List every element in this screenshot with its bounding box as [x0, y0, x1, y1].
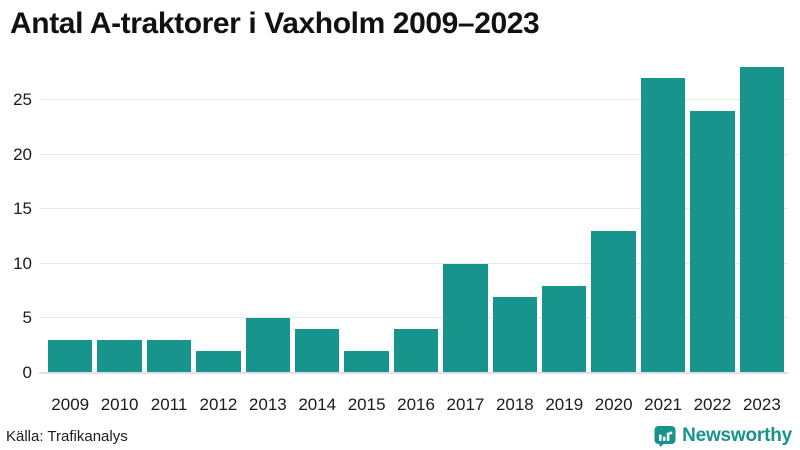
x-tick-2010: 2010 [100, 395, 139, 414]
bar-2010 [97, 340, 142, 373]
bar-2019 [542, 285, 587, 373]
gridlines [41, 65, 788, 373]
gridline-5 [41, 317, 788, 319]
x-axis-line [39, 372, 788, 374]
bar-2021 [640, 78, 686, 373]
bar-2023 [739, 67, 785, 373]
bar-2012 [196, 351, 241, 373]
x-tick-2023: 2023 [742, 395, 781, 414]
bars-row [44, 65, 788, 373]
bar-2009 [48, 340, 93, 373]
y-tick-5: 5 [22, 308, 32, 328]
bar-2018 [492, 296, 538, 373]
chart-title: Antal A-traktorer i Vaxholm 2009–2023 [10, 7, 540, 40]
newsworthy-logo-icon [654, 426, 676, 447]
x-tick-2011: 2011 [150, 395, 188, 414]
x-tick-2015: 2015 [347, 395, 386, 414]
x-tick-2020: 2020 [594, 395, 633, 414]
chart-footer: Källa: Trafikanalys Newsworthy [6, 425, 792, 447]
gridline-20 [41, 153, 788, 155]
source-note: Källa: Trafikanalys [6, 427, 128, 445]
bar-2013 [245, 318, 291, 373]
x-tick-2017: 2017 [446, 395, 485, 414]
y-tick-25: 25 [13, 89, 32, 109]
gridline-25 [41, 98, 788, 100]
x-tick-2013: 2013 [248, 395, 287, 414]
bar-2020 [591, 231, 636, 373]
newsworthy-brand: Newsworthy [654, 425, 792, 447]
gridline-10 [41, 262, 788, 264]
x-tick-2009: 2009 [51, 395, 90, 414]
bar-2011 [146, 340, 192, 373]
plot-area [39, 65, 788, 374]
bar-2017 [443, 263, 488, 373]
x-tick-2012: 2012 [199, 395, 238, 414]
y-axis-labels: 0 5 10 15 20 25 [0, 65, 38, 382]
x-tick-2021: 2021 [644, 395, 682, 414]
x-axis-labels: 2009 2010 2011 2012 2013 2014 2015 2016 2017 2018… [44, 395, 788, 415]
newsworthy-wordmark: Newsworthy [682, 425, 792, 446]
x-tick-2019: 2019 [545, 395, 584, 414]
y-tick-20: 20 [13, 144, 32, 164]
y-tick-0: 0 [22, 363, 32, 382]
gridline-15 [41, 208, 788, 210]
y-tick-15: 15 [13, 199, 32, 219]
bar-2015 [344, 351, 389, 373]
x-tick-2022: 2022 [693, 395, 732, 414]
bar-2016 [393, 329, 439, 373]
x-tick-2018: 2018 [495, 395, 534, 414]
bar-2014 [295, 329, 340, 373]
y-tick-10: 10 [13, 253, 32, 273]
x-tick-2016: 2016 [397, 395, 435, 414]
x-tick-2014: 2014 [298, 395, 337, 414]
bar-2022 [690, 110, 735, 373]
